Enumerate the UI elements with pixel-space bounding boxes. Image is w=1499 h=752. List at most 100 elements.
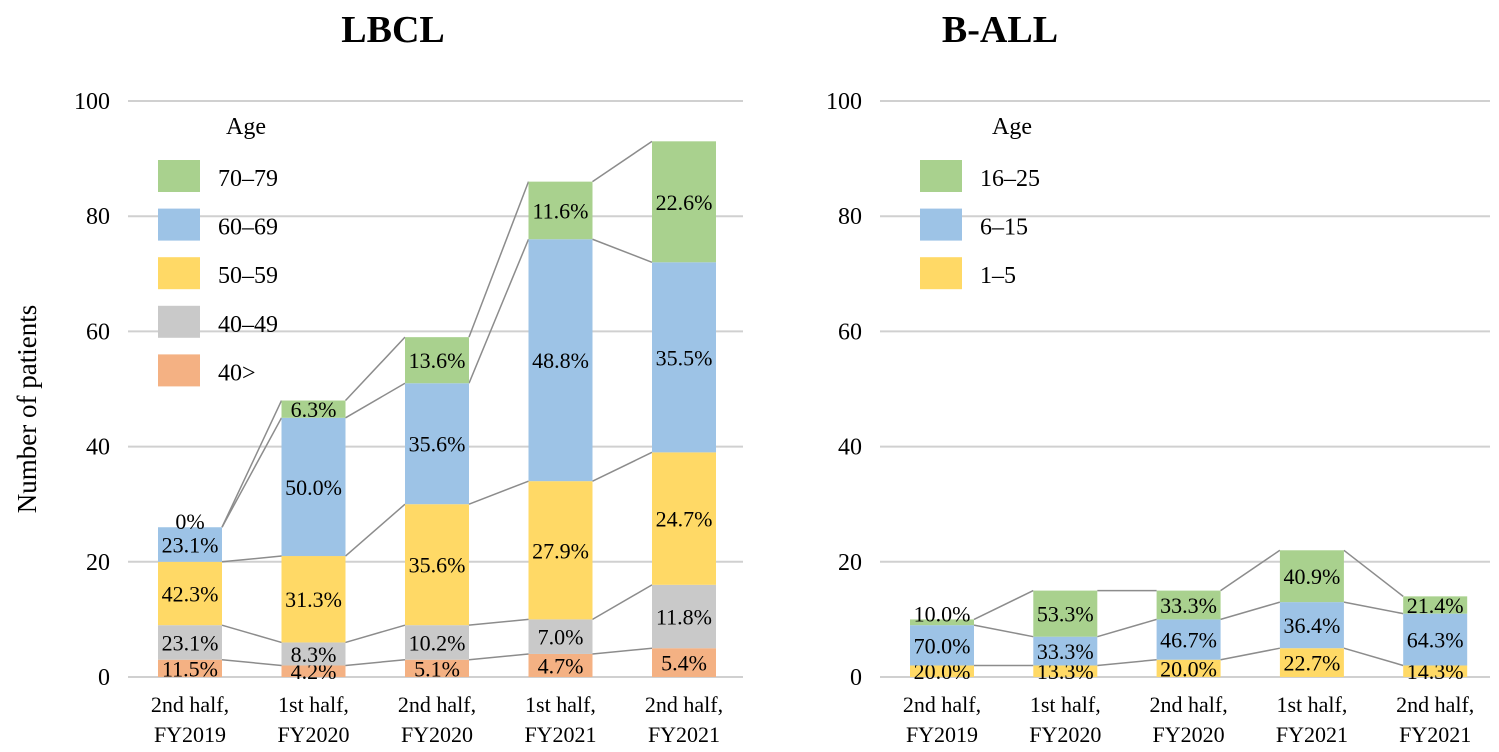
bar-segment <box>652 584 716 649</box>
x-tick-label: 2nd half, <box>1396 692 1474 717</box>
data-label: 5.1% <box>414 656 460 681</box>
legend-swatch <box>158 257 200 290</box>
legend-swatch <box>158 354 200 387</box>
series-connector-line <box>345 624 406 644</box>
bar-segment <box>652 262 716 453</box>
series-connector-line <box>592 238 653 263</box>
series-connector-line <box>468 653 529 661</box>
legend-label: 60–69 <box>218 215 278 241</box>
series-connector-line <box>344 336 406 402</box>
data-label: 70.0% <box>914 633 971 658</box>
bar-segment <box>1279 602 1344 649</box>
legend-title: Age <box>992 114 1032 140</box>
legend-label: 40> <box>218 360 256 386</box>
data-label: 33.3% <box>1160 593 1217 618</box>
x-tick-label: FY2019 <box>906 722 978 747</box>
x-tick-label: 2nd half, <box>903 692 981 717</box>
y-tick-label: 0 <box>98 665 110 691</box>
data-label: 7.0% <box>538 625 584 650</box>
legend-swatch <box>158 305 200 338</box>
series-connector-line <box>1343 601 1404 615</box>
data-label: 0% <box>175 509 204 534</box>
bar-segment <box>405 625 469 660</box>
bar-segment <box>405 383 469 505</box>
bar-segment <box>910 619 974 626</box>
x-tick-label: 1st half, <box>1030 692 1101 717</box>
x-tick-label: 1st half, <box>1276 692 1347 717</box>
bar-segment <box>1033 665 1098 677</box>
data-label: 36.4% <box>1283 613 1340 638</box>
data-label: 24.7% <box>656 507 713 532</box>
legend-label: 50–59 <box>218 263 278 289</box>
x-tick-label: FY2020 <box>277 722 349 747</box>
bar-segment <box>281 417 346 557</box>
data-label: 46.7% <box>1160 628 1217 653</box>
data-label: 23.1% <box>162 630 219 655</box>
bar-segment <box>405 337 469 384</box>
x-tick-label: FY2021 <box>648 722 720 747</box>
bar-segment <box>281 665 346 677</box>
x-tick-label: FY2021 <box>1276 722 1348 747</box>
legend-label: 70–79 <box>218 166 278 192</box>
legend-label: 6–15 <box>980 215 1028 241</box>
legend-label: 40–49 <box>218 312 278 338</box>
bar-segment <box>652 452 716 585</box>
legend-label: 16–25 <box>980 166 1040 192</box>
series-connector-line <box>468 238 530 384</box>
data-label: 5.4% <box>661 651 707 676</box>
x-tick-label: 1st half, <box>278 692 349 717</box>
x-tick-label: 2nd half, <box>398 692 476 717</box>
data-label: 10.0% <box>914 601 971 626</box>
data-label: 23.1% <box>162 533 219 558</box>
data-label: 33.3% <box>1037 639 1094 664</box>
series-connector-line <box>592 647 653 655</box>
series-connector-line <box>1220 647 1281 661</box>
series-connector-line <box>345 382 406 419</box>
series-connector-line <box>468 618 529 626</box>
y-tick-label: 60 <box>838 319 862 345</box>
data-label: 10.2% <box>409 630 466 655</box>
bar-segment <box>1279 550 1344 603</box>
bar-segment <box>528 239 593 482</box>
data-label: 64.3% <box>1407 628 1464 653</box>
bar-segment <box>158 561 222 626</box>
bar-segment <box>1403 665 1468 677</box>
data-label: 11.6% <box>532 198 588 223</box>
x-tick-label: FY2020 <box>401 722 473 747</box>
series-connector-line <box>592 584 653 621</box>
bar-segment <box>281 642 346 666</box>
legend: Age 70–79 60–69 50–59 40–49 40> <box>158 114 278 387</box>
data-label: 22.7% <box>1283 651 1340 676</box>
y-tick-label: 0 <box>850 665 862 691</box>
bar-segment <box>1403 596 1468 614</box>
bar-segment <box>910 625 974 666</box>
data-label: 11.5% <box>162 656 218 681</box>
data-label: 35.5% <box>656 345 713 370</box>
series-connector-line <box>973 589 1034 621</box>
series-connector-line <box>1343 549 1404 597</box>
data-label: 22.6% <box>656 190 713 215</box>
series-connector-line <box>468 181 530 338</box>
x-tick-label: 1st half, <box>525 692 596 717</box>
bar-segment <box>405 659 469 677</box>
y-tick-label: 40 <box>838 435 862 461</box>
bar-segment <box>652 648 716 677</box>
y-tick-label: 80 <box>86 204 110 230</box>
chart-title: LBCL <box>341 9 444 51</box>
series-connector-line <box>345 658 406 667</box>
bar-segment <box>1403 613 1468 666</box>
bar-segment <box>652 141 716 263</box>
y-tick-label: 20 <box>838 550 862 576</box>
data-label: 53.3% <box>1037 602 1094 627</box>
bar-segment <box>281 400 346 418</box>
series-connector-line <box>221 658 282 667</box>
bar-segment <box>528 619 593 654</box>
y-tick-label: 100 <box>74 89 110 115</box>
data-label: 35.6% <box>409 432 466 457</box>
legend-swatch <box>920 160 962 192</box>
x-tick-label: 2nd half, <box>151 692 229 717</box>
data-label: 20.0% <box>1160 656 1217 681</box>
bar-segment <box>1156 659 1221 677</box>
series-connector-line <box>973 624 1034 638</box>
data-label: 13.6% <box>409 348 466 373</box>
